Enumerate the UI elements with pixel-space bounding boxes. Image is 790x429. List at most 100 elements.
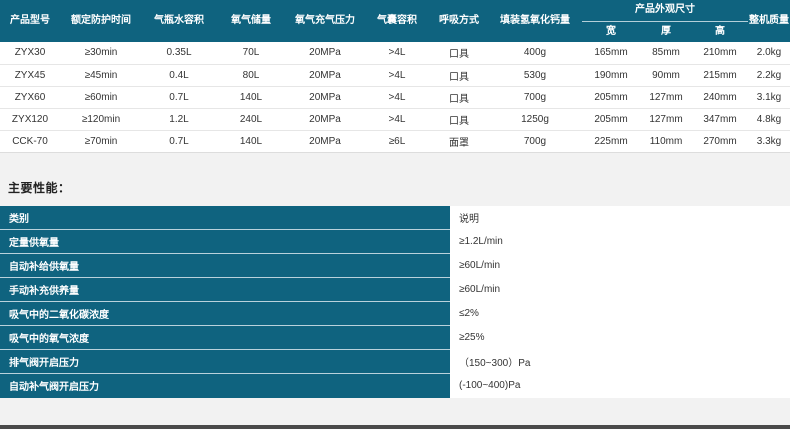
cell-calcium-hydroxide: 400g <box>488 42 582 65</box>
cell-height: 240mm <box>692 86 748 109</box>
table-row: ZYX120 ≥120min 1.2L 240L 20MPa >4L 口具 12… <box>0 108 790 131</box>
perf-label-o2-concentration: 吸气中的氧气浓度 <box>0 325 450 350</box>
cell-calcium-hydroxide: 700g <box>488 86 582 109</box>
cell-charge-pressure: 20MPa <box>286 86 364 109</box>
cell-breathing-mode: 口具 <box>430 42 488 65</box>
cell-oxygen-storage: 70L <box>216 42 286 65</box>
cell-width: 225mm <box>582 130 640 153</box>
cell-oxygen-storage: 240L <box>216 108 286 131</box>
cell-model: ZYX60 <box>0 86 60 109</box>
perf-label-auto-oxygen-supply: 自动补给供氧量 <box>0 253 450 278</box>
perf-value-constant-oxygen-supply: ≥1.2L/min <box>450 229 790 254</box>
cell-charge-pressure: 20MPa <box>286 42 364 65</box>
perf-value-exhaust-valve-pressure: （150~300）Pa <box>450 349 790 374</box>
cell-oxygen-storage: 140L <box>216 86 286 109</box>
cell-model: CCK-70 <box>0 130 60 153</box>
cell-thickness: 127mm <box>640 108 692 131</box>
cell-width: 205mm <box>582 86 640 109</box>
cell-breathing-mode: 面罩 <box>430 130 488 153</box>
table-row: ZYX45 ≥45min 0.4L 80L 20MPa >4L 口具 530g … <box>0 64 790 87</box>
cell-cylinder-volume: 0.7L <box>142 130 216 153</box>
cell-cylinder-volume: 0.4L <box>142 64 216 87</box>
table-row: 手动补充供养量 ≥60L/min <box>0 277 790 302</box>
performance-table-body: 类别 说明 定量供氧量 ≥1.2L/min 自动补给供氧量 ≥60L/min 手… <box>0 205 790 398</box>
cell-oxygen-storage: 140L <box>216 130 286 153</box>
table-row: 自动补给供氧量 ≥60L/min <box>0 253 790 278</box>
cell-weight: 3.1kg <box>748 86 790 109</box>
cell-airbag-volume: >4L <box>364 42 430 65</box>
cell-airbag-volume: >4L <box>364 108 430 131</box>
spec-header-charge-pressure: 氧气充气压力 <box>286 0 364 42</box>
perf-label-exhaust-valve-pressure: 排气阀开启压力 <box>0 349 450 374</box>
cell-protection-time: ≥30min <box>60 42 142 65</box>
perf-value-co2-concentration: ≤2% <box>450 301 790 326</box>
table-row: 吸气中的二氧化碳浓度 ≤2% <box>0 301 790 326</box>
spec-header-model: 产品型号 <box>0 0 60 42</box>
perf-label-auto-supply-valve-pressure: 自动补气阀开启压力 <box>0 373 450 398</box>
cell-breathing-mode: 口具 <box>430 108 488 131</box>
perf-label-co2-concentration: 吸气中的二氧化碳浓度 <box>0 301 450 326</box>
cell-charge-pressure: 20MPa <box>286 130 364 153</box>
spec-header-breathing-mode: 呼吸方式 <box>430 0 488 42</box>
cell-width: 205mm <box>582 108 640 131</box>
cell-protection-time: ≥45min <box>60 64 142 87</box>
cell-breathing-mode: 口具 <box>430 64 488 87</box>
table-row: ZYX30 ≥30min 0.35L 70L 20MPa >4L 口具 400g… <box>0 42 790 65</box>
spec-header-oxygen-storage: 氧气储量 <box>216 0 286 42</box>
cell-protection-time: ≥60min <box>60 86 142 109</box>
perf-value-category: 说明 <box>450 205 790 230</box>
cell-cylinder-volume: 0.7L <box>142 86 216 109</box>
performance-table-wrapper: 类别 说明 定量供氧量 ≥1.2L/min 自动补给供氧量 ≥60L/min 手… <box>0 205 790 398</box>
main-performance-table: 类别 说明 定量供氧量 ≥1.2L/min 自动补给供氧量 ≥60L/min 手… <box>0 205 790 398</box>
perf-value-auto-oxygen-supply: ≥60L/min <box>450 253 790 278</box>
spec-header-width: 宽 <box>582 21 640 42</box>
spec-table-head: 产品型号 额定防护时间 气瓶水容积 氧气储量 氧气充气压力 气囊容积 呼吸方式 … <box>0 0 790 42</box>
spec-header-protection-time: 额定防护时间 <box>60 0 142 42</box>
perf-value-auto-supply-valve-pressure: (-100~400)Pa <box>450 373 790 398</box>
cell-weight: 2.2kg <box>748 64 790 87</box>
cell-airbag-volume: >4L <box>364 64 430 87</box>
cell-airbag-volume: ≥6L <box>364 130 430 153</box>
main-performance-heading: 主要性能： <box>0 152 790 206</box>
spec-header-calcium-hydroxide: 填装氢氧化钙量 <box>488 0 582 42</box>
cell-calcium-hydroxide: 1250g <box>488 108 582 131</box>
page-footer-spacer <box>0 398 790 429</box>
cell-height: 210mm <box>692 42 748 65</box>
table-row: ZYX60 ≥60min 0.7L 140L 20MPa >4L 口具 700g… <box>0 86 790 109</box>
perf-label-constant-oxygen-supply: 定量供氧量 <box>0 229 450 254</box>
cell-height: 347mm <box>692 108 748 131</box>
spec-header-weight: 整机质量 <box>748 0 790 42</box>
bottom-bar <box>0 425 790 429</box>
spec-header-row-sub: 宽 厚 高 <box>0 21 790 42</box>
table-row: 自动补气阀开启压力 (-100~400)Pa <box>0 373 790 398</box>
cell-thickness: 110mm <box>640 130 692 153</box>
table-row: 吸气中的氧气浓度 ≥25% <box>0 325 790 350</box>
cell-charge-pressure: 20MPa <box>286 108 364 131</box>
cell-width: 190mm <box>582 64 640 87</box>
spec-header-thickness: 厚 <box>640 21 692 42</box>
cell-thickness: 90mm <box>640 64 692 87</box>
cell-weight: 4.8kg <box>748 108 790 131</box>
table-row: CCK-70 ≥70min 0.7L 140L 20MPa ≥6L 面罩 700… <box>0 130 790 153</box>
cell-thickness: 127mm <box>640 86 692 109</box>
cell-weight: 2.0kg <box>748 42 790 65</box>
spec-header-airbag-volume: 气囊容积 <box>364 0 430 42</box>
cell-charge-pressure: 20MPa <box>286 64 364 87</box>
spec-header-cylinder-volume: 气瓶水容积 <box>142 0 216 42</box>
table-row: 定量供氧量 ≥1.2L/min <box>0 229 790 254</box>
perf-label-manual-oxygen-supply: 手动补充供养量 <box>0 277 450 302</box>
perf-value-manual-oxygen-supply: ≥60L/min <box>450 277 790 302</box>
spec-header-dimensions-group: 产品外观尺寸 <box>582 0 748 22</box>
spec-header-row-top: 产品型号 额定防护时间 气瓶水容积 氧气储量 氧气充气压力 气囊容积 呼吸方式 … <box>0 0 790 42</box>
table-row: 类别 说明 <box>0 205 790 230</box>
cell-calcium-hydroxide: 530g <box>488 64 582 87</box>
cell-model: ZYX120 <box>0 108 60 131</box>
perf-label-category: 类别 <box>0 205 450 230</box>
table-row: 排气阀开启压力 （150~300）Pa <box>0 349 790 374</box>
cell-breathing-mode: 口具 <box>430 86 488 109</box>
cell-protection-time: ≥70min <box>60 130 142 153</box>
spec-header-height: 高 <box>692 21 748 42</box>
cell-airbag-volume: >4L <box>364 86 430 109</box>
cell-model: ZYX30 <box>0 42 60 65</box>
